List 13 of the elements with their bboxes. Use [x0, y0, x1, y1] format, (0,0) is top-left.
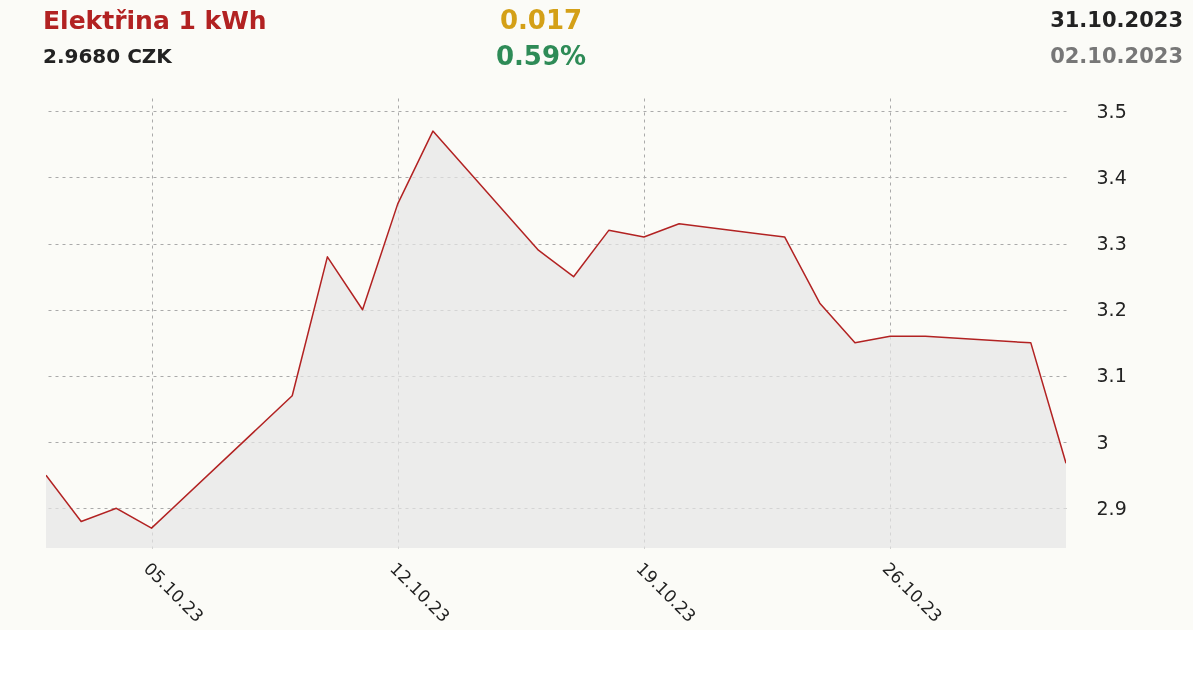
- y-tick-label: 3.1: [1096, 364, 1127, 387]
- y-tick-label: 3: [1096, 430, 1109, 453]
- y-tick-label: 3.4: [1096, 165, 1127, 188]
- text: 0.59%: [495, 41, 587, 71]
- text: 31.10.2023: [1050, 8, 1183, 32]
- y-tick-label: 3.3: [1096, 232, 1127, 255]
- text: 0.017: [499, 5, 583, 35]
- y-tick-label: 3.2: [1096, 298, 1127, 321]
- chart-title: Elektřina 1 kWh: [43, 6, 267, 35]
- text: 02.10.2023: [1050, 44, 1183, 68]
- chart-subtitle: 2.9680 CZK: [43, 44, 174, 68]
- y-tick-label: 3.5: [1096, 99, 1127, 122]
- y-tick-label: 2.9: [1096, 496, 1127, 519]
